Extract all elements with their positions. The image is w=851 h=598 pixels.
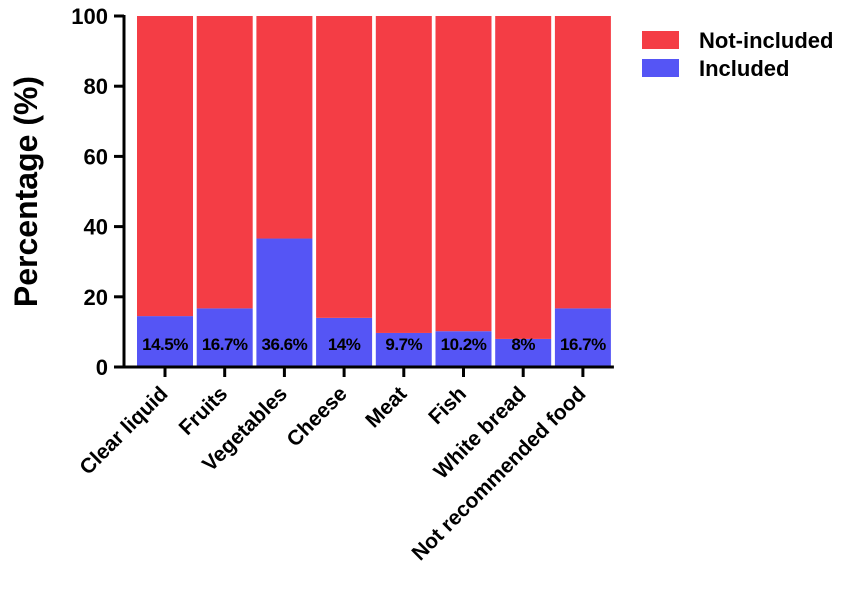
legend-swatch-included <box>642 59 679 77</box>
y-tick-label: 20 <box>84 285 108 310</box>
legend-swatch-not-included <box>642 31 679 49</box>
data-label-included: 14.5% <box>142 335 188 354</box>
bar-not-included-vegetables <box>256 16 313 239</box>
x-tick-label: Clear liquid <box>75 382 172 479</box>
y-tick-label: 80 <box>84 74 108 99</box>
bar-not-included-meat <box>375 16 432 333</box>
legend-label-not-included: Not-included <box>699 28 833 53</box>
y-tick-label: 0 <box>96 355 108 380</box>
bar-not-included-white-bread <box>495 16 552 339</box>
data-label-included: 10.2% <box>441 335 487 354</box>
bar-not-included-clear-liquid <box>137 16 193 317</box>
data-label-included: 8% <box>511 335 535 354</box>
bar-included-fish <box>435 331 492 367</box>
bar-included-clear-liquid <box>137 316 193 367</box>
data-label-included: 16.7% <box>560 335 606 354</box>
y-tick-label: 40 <box>84 215 108 240</box>
data-labels-group: 14.5% 16.7% 36.6% 14% 9.7% 10.2% 8% 16.7% <box>142 335 606 354</box>
legend-label-included: Included <box>699 56 789 81</box>
bar-not-included-cheese <box>316 16 373 318</box>
bar-included-cheese <box>316 317 373 367</box>
bar-not-included-fish <box>435 16 492 332</box>
x-tick-label: Fruits <box>175 382 233 440</box>
bar-included-fruits <box>196 308 253 367</box>
y-axis-title: Percentage (%) <box>8 76 44 307</box>
x-tick-label: Meat <box>361 382 411 432</box>
x-tick-label: Fish <box>424 382 471 429</box>
y-tick-label: 60 <box>84 144 108 169</box>
x-tick-label: Cheese <box>283 382 352 451</box>
bars-group <box>137 16 611 367</box>
bar-included-not-recommended-food <box>554 308 611 367</box>
data-label-included: 9.7% <box>385 335 422 354</box>
bar-included-white-bread <box>495 338 552 367</box>
legend: Not-included Included <box>642 28 833 81</box>
bar-not-included-fruits <box>196 16 253 309</box>
data-label-included: 36.6% <box>262 335 308 354</box>
data-label-included: 16.7% <box>202 335 248 354</box>
y-axis: 0 20 40 60 80 100 <box>71 4 126 380</box>
bar-not-included-not-recommended-food <box>554 16 611 309</box>
y-tick-label: 100 <box>71 4 108 29</box>
data-label-included: 14% <box>328 335 361 354</box>
bar-included-meat <box>375 332 432 367</box>
bar-included-vegetables <box>256 238 313 367</box>
